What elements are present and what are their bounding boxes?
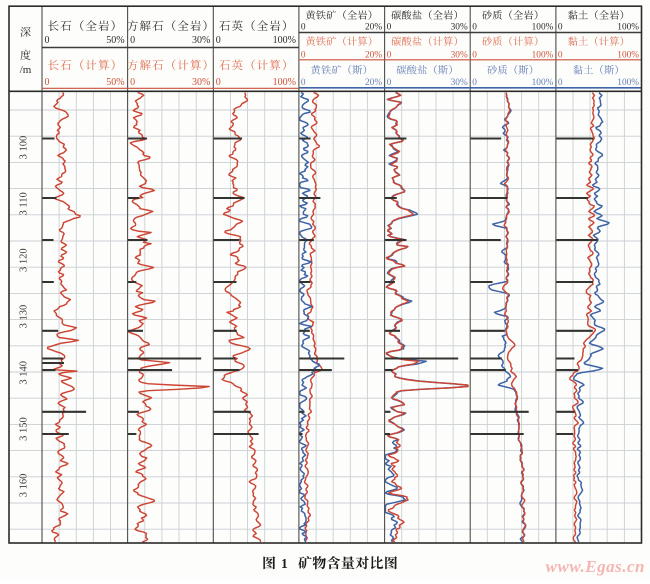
svg-text:/m: /m — [20, 64, 32, 76]
svg-text:20%: 20% — [365, 50, 382, 60]
svg-text:3 130: 3 130 — [19, 305, 30, 329]
svg-text:0: 0 — [472, 50, 477, 60]
svg-text:50%: 50% — [106, 77, 124, 88]
svg-text:0: 0 — [130, 35, 135, 46]
svg-text:30%: 30% — [192, 35, 210, 46]
svg-text:100%: 100% — [617, 78, 639, 88]
svg-text:50%: 50% — [106, 35, 124, 46]
svg-text:1: 1 — [281, 556, 288, 571]
svg-text:3 140: 3 140 — [19, 361, 30, 385]
svg-text:100%: 100% — [532, 23, 554, 33]
svg-text:20%: 20% — [365, 78, 382, 88]
svg-text:3 100: 3 100 — [19, 136, 30, 160]
svg-text:3 160: 3 160 — [19, 474, 30, 498]
svg-text:0: 0 — [558, 23, 563, 33]
svg-text:0: 0 — [301, 50, 306, 60]
svg-text:30%: 30% — [451, 50, 468, 60]
svg-text:100%: 100% — [617, 50, 639, 60]
svg-text:100%: 100% — [532, 78, 554, 88]
svg-text:0: 0 — [472, 78, 477, 88]
svg-text:100%: 100% — [273, 35, 296, 46]
svg-text:0: 0 — [387, 50, 392, 60]
svg-text:20%: 20% — [365, 23, 382, 33]
svg-text:0: 0 — [558, 78, 563, 88]
svg-text:0: 0 — [130, 77, 135, 88]
svg-text:0: 0 — [387, 23, 392, 33]
svg-text:3 120: 3 120 — [19, 248, 30, 272]
svg-text:0: 0 — [558, 50, 563, 60]
svg-text:100%: 100% — [617, 23, 639, 33]
svg-text:0: 0 — [45, 35, 50, 46]
svg-text:30%: 30% — [192, 77, 210, 88]
svg-text:0: 0 — [216, 77, 221, 88]
svg-text:www.Egas.cn: www.Egas.cn — [546, 557, 645, 576]
svg-text:3 110: 3 110 — [19, 192, 30, 215]
svg-text:0: 0 — [301, 23, 306, 33]
svg-text:3 150: 3 150 — [19, 417, 30, 441]
svg-text:100%: 100% — [532, 50, 554, 60]
svg-text:0: 0 — [472, 23, 477, 33]
svg-text:0: 0 — [216, 35, 221, 46]
svg-text:0: 0 — [387, 78, 392, 88]
svg-text:0: 0 — [301, 78, 306, 88]
svg-text:30%: 30% — [451, 23, 468, 33]
svg-text:100%: 100% — [273, 77, 296, 88]
svg-text:30%: 30% — [451, 78, 468, 88]
svg-text:0: 0 — [45, 77, 50, 88]
